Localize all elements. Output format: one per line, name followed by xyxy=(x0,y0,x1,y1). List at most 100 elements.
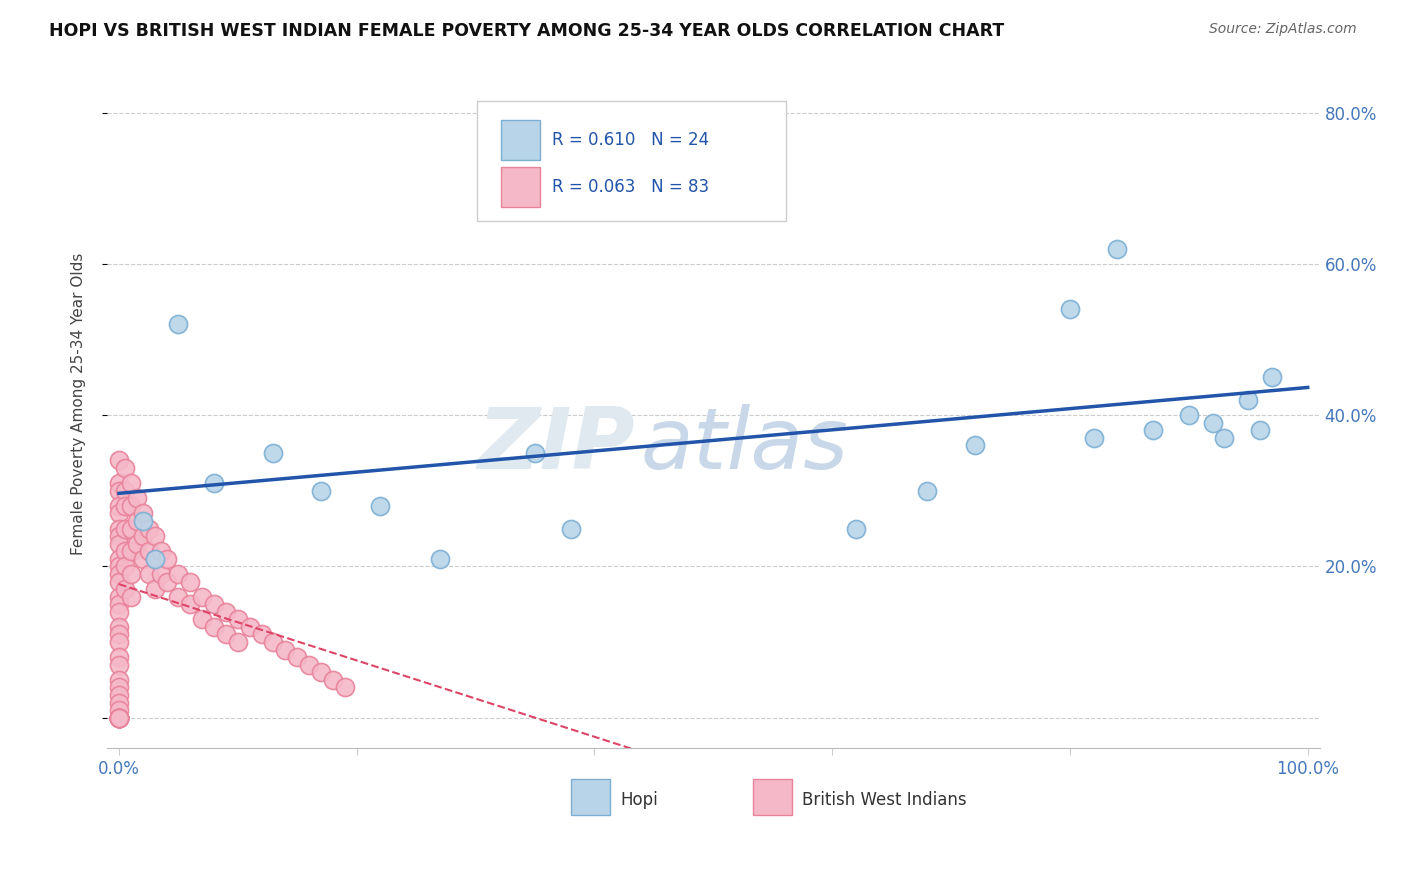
Point xyxy=(149,566,172,581)
Point xyxy=(215,605,238,619)
Point xyxy=(125,514,148,528)
FancyBboxPatch shape xyxy=(501,167,540,207)
Point xyxy=(239,620,262,634)
Point xyxy=(167,566,190,581)
Point xyxy=(138,566,160,581)
Point xyxy=(1237,392,1260,407)
Point xyxy=(226,635,249,649)
Point xyxy=(191,590,214,604)
Point xyxy=(108,711,131,725)
Point xyxy=(114,559,136,574)
Point xyxy=(138,544,160,558)
Point xyxy=(202,476,225,491)
Point xyxy=(120,590,142,604)
Text: R = 0.610   N = 24: R = 0.610 N = 24 xyxy=(553,131,709,149)
Point xyxy=(108,453,131,467)
Point xyxy=(120,499,142,513)
Point xyxy=(202,620,225,634)
Point xyxy=(125,491,148,506)
Point xyxy=(108,590,131,604)
FancyBboxPatch shape xyxy=(571,779,610,814)
Point xyxy=(202,597,225,611)
FancyBboxPatch shape xyxy=(754,779,792,814)
Point xyxy=(108,537,131,551)
Point xyxy=(114,522,136,536)
Text: Source: ZipAtlas.com: Source: ZipAtlas.com xyxy=(1209,22,1357,37)
Point xyxy=(1059,302,1081,317)
Point xyxy=(333,681,356,695)
Point xyxy=(114,544,136,558)
Point xyxy=(125,537,148,551)
Text: atlas: atlas xyxy=(641,403,849,486)
Point xyxy=(114,499,136,513)
Point xyxy=(120,566,142,581)
Point xyxy=(155,574,177,589)
Y-axis label: Female Poverty Among 25-34 Year Olds: Female Poverty Among 25-34 Year Olds xyxy=(72,252,86,555)
Point xyxy=(108,711,131,725)
Point xyxy=(370,499,392,513)
Point xyxy=(263,446,285,460)
Point xyxy=(1107,242,1129,256)
Point xyxy=(1142,423,1164,437)
Point xyxy=(114,483,136,498)
FancyBboxPatch shape xyxy=(501,120,540,161)
Point xyxy=(108,529,131,543)
Point xyxy=(108,476,131,491)
Point xyxy=(108,711,131,725)
Point xyxy=(149,544,172,558)
Point xyxy=(179,574,201,589)
Point xyxy=(108,566,131,581)
Point xyxy=(108,597,131,611)
Point xyxy=(226,612,249,626)
Point xyxy=(108,711,131,725)
Point xyxy=(274,642,297,657)
Point xyxy=(1249,423,1271,437)
Point xyxy=(108,551,131,566)
Point xyxy=(108,688,131,702)
Point xyxy=(143,582,166,596)
Point xyxy=(1261,370,1284,384)
Point xyxy=(179,597,201,611)
Point xyxy=(120,544,142,558)
Point xyxy=(108,711,131,725)
Text: British West Indians: British West Indians xyxy=(801,790,966,808)
Point xyxy=(108,673,131,687)
Point xyxy=(191,612,214,626)
Point xyxy=(108,507,131,521)
Point xyxy=(762,181,785,195)
Point xyxy=(143,551,166,566)
Point xyxy=(963,438,986,452)
Point xyxy=(108,522,131,536)
Point xyxy=(108,483,131,498)
Point xyxy=(108,657,131,672)
Point xyxy=(560,522,582,536)
Point xyxy=(114,582,136,596)
Point xyxy=(285,650,308,665)
Point xyxy=(298,657,321,672)
Point xyxy=(1178,408,1201,422)
Point xyxy=(108,650,131,665)
Point xyxy=(108,696,131,710)
Point xyxy=(120,476,142,491)
Point xyxy=(132,514,155,528)
Point xyxy=(155,551,177,566)
Point xyxy=(167,318,190,332)
Point xyxy=(108,574,131,589)
Point xyxy=(108,681,131,695)
Point xyxy=(138,522,160,536)
Point xyxy=(524,446,547,460)
Point xyxy=(143,529,166,543)
Text: ZIP: ZIP xyxy=(477,403,634,486)
Point xyxy=(1213,431,1236,445)
Point xyxy=(1083,431,1105,445)
Point xyxy=(132,507,155,521)
Point xyxy=(215,627,238,641)
Point xyxy=(108,711,131,725)
Point xyxy=(263,635,285,649)
Point xyxy=(108,605,131,619)
Point xyxy=(429,551,451,566)
Point xyxy=(108,620,131,634)
Point xyxy=(108,711,131,725)
Point xyxy=(167,590,190,604)
Point xyxy=(143,551,166,566)
